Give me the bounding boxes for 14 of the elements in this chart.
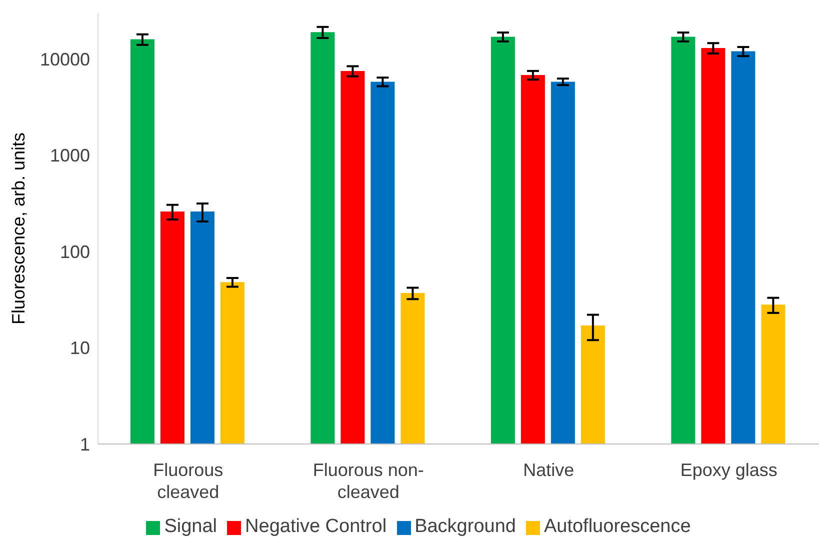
y-tick-label: 10 [70, 338, 90, 358]
y-tick-label: 1000 [50, 146, 90, 166]
y-tick-label: 1 [80, 434, 90, 454]
x-tick-label: Fluorous non-cleaved [312, 460, 424, 502]
x-tick-label: Fluorous cleaved [153, 460, 224, 502]
legend-label: Autofluorescence [544, 516, 691, 537]
legend-label: Negative Control [245, 516, 387, 537]
y-axis-title: Fluorescence, arb. units [8, 132, 28, 325]
y-tick-label: 100 [60, 242, 90, 262]
legend-label: Background [414, 516, 516, 537]
x-tick-label: Epoxy glass [680, 460, 778, 480]
legend-label: Signal [164, 516, 218, 537]
y-tick-label: 10000 [40, 49, 90, 70]
x-tick-label: Native [523, 460, 574, 480]
